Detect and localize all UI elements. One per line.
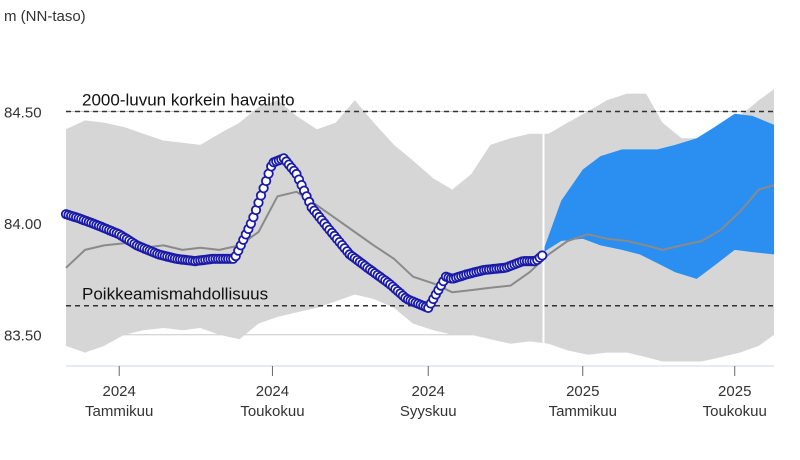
x-tick-year: 2024 bbox=[412, 383, 445, 400]
reference-line-label: 2000-luvun korkein havainto bbox=[82, 90, 295, 109]
y-tick-label: 83.50 bbox=[4, 328, 42, 345]
axes: 84.50 84.00 83.50 2024 Tammikuu 2024 Toukokuu 2… bbox=[4, 104, 774, 420]
observed-series-layer bbox=[60, 153, 548, 313]
y-tick-label: 84.50 bbox=[4, 104, 42, 121]
y-tick-label: 84.00 bbox=[4, 216, 42, 233]
reference-line-label: Poikkeamismahdollisuus bbox=[82, 285, 268, 304]
x-tick-year: 2025 bbox=[718, 383, 751, 400]
mean-line bbox=[65, 184, 775, 294]
x-tick-month: Toukokuu bbox=[703, 403, 767, 420]
mean-line-layer bbox=[65, 184, 775, 294]
x-tick-year: 2024 bbox=[256, 383, 289, 400]
observed-point bbox=[537, 250, 548, 261]
x-tick-month: Tammikuu bbox=[85, 403, 153, 420]
x-tick-month: Tammikuu bbox=[549, 403, 617, 420]
x-tick-month: Toukokuu bbox=[240, 403, 304, 420]
historical-range-band bbox=[66, 89, 774, 362]
x-tick-month: Syyskuu bbox=[400, 403, 457, 420]
y-axis-title: m (NN-taso) bbox=[4, 8, 86, 25]
x-tick-year: 2025 bbox=[566, 383, 599, 400]
historical-range-layer bbox=[66, 89, 774, 362]
x-tick-year: 2024 bbox=[103, 383, 136, 400]
